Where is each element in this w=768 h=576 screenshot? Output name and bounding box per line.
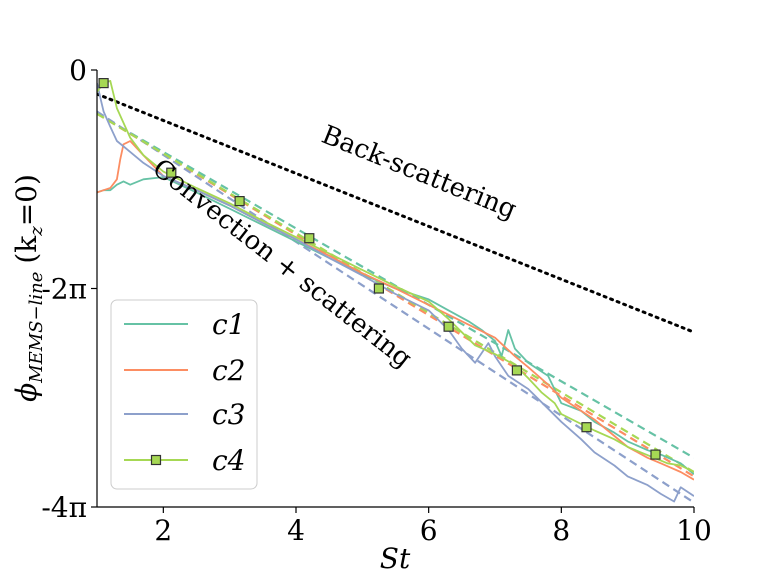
- legend-entry-c2: c2: [124, 354, 246, 387]
- legend-label-c3: c3: [212, 398, 246, 431]
- c3-fit-line: [97, 110, 694, 504]
- x-axis-label: St: [380, 542, 411, 575]
- x-tick-label: 8: [552, 514, 570, 547]
- y-axis-label-subscript: MEMS−line: [26, 272, 47, 384]
- c4-marker: [98, 77, 109, 89]
- legend-entry-c1: c1: [124, 308, 246, 341]
- c4-marker: [650, 449, 661, 460]
- annotation-back-scattering: Back-scattering: [317, 120, 520, 225]
- legend-entry-c3: c3: [124, 398, 246, 431]
- marker-layer: [98, 77, 661, 460]
- c4-marker: [304, 233, 315, 244]
- c4-marker: [166, 167, 177, 178]
- reference-layer: [97, 92, 694, 334]
- y-axis-label-args-tail: =0): [10, 174, 43, 226]
- y-axis-label-args-subscript: z: [26, 226, 47, 237]
- legend-entry-c4: c4: [124, 444, 246, 477]
- y-axis-label-args: (k: [10, 235, 43, 264]
- y-axis-label: ϕMEMS−line (kz=0): [10, 174, 47, 402]
- x-tick-label: 6: [420, 514, 438, 547]
- series-c2-line: [97, 140, 694, 481]
- y-tick-label: -4π: [41, 491, 87, 524]
- c4-marker: [234, 196, 245, 207]
- x-tick-label: 4: [287, 514, 305, 547]
- c4-marker: [581, 422, 592, 433]
- legend-label-c1: c1: [212, 308, 246, 341]
- legend-label-c2: c2: [212, 354, 246, 387]
- x-tick-label: 2: [154, 514, 172, 547]
- y-tick-label: 0: [69, 54, 87, 87]
- c4-marker: [511, 365, 523, 376]
- legend-label-c4: c4: [212, 444, 246, 477]
- c4-marker: [443, 321, 454, 332]
- c4-marker: [373, 283, 384, 294]
- tick-layer: 2 4 6 8 10 0 -2π -4π: [41, 54, 712, 547]
- legend: c1 c2 c3 c4: [110, 299, 258, 490]
- y-tick-label: -2π: [41, 273, 87, 306]
- y-axis-label-symbol: ϕ: [10, 383, 43, 402]
- legend-box: [110, 299, 258, 490]
- legend-marker-c4: [150, 454, 162, 466]
- series-c4-line: [97, 80, 694, 473]
- back-scattering-line: [97, 92, 694, 334]
- x-tick-label: 10: [676, 514, 712, 547]
